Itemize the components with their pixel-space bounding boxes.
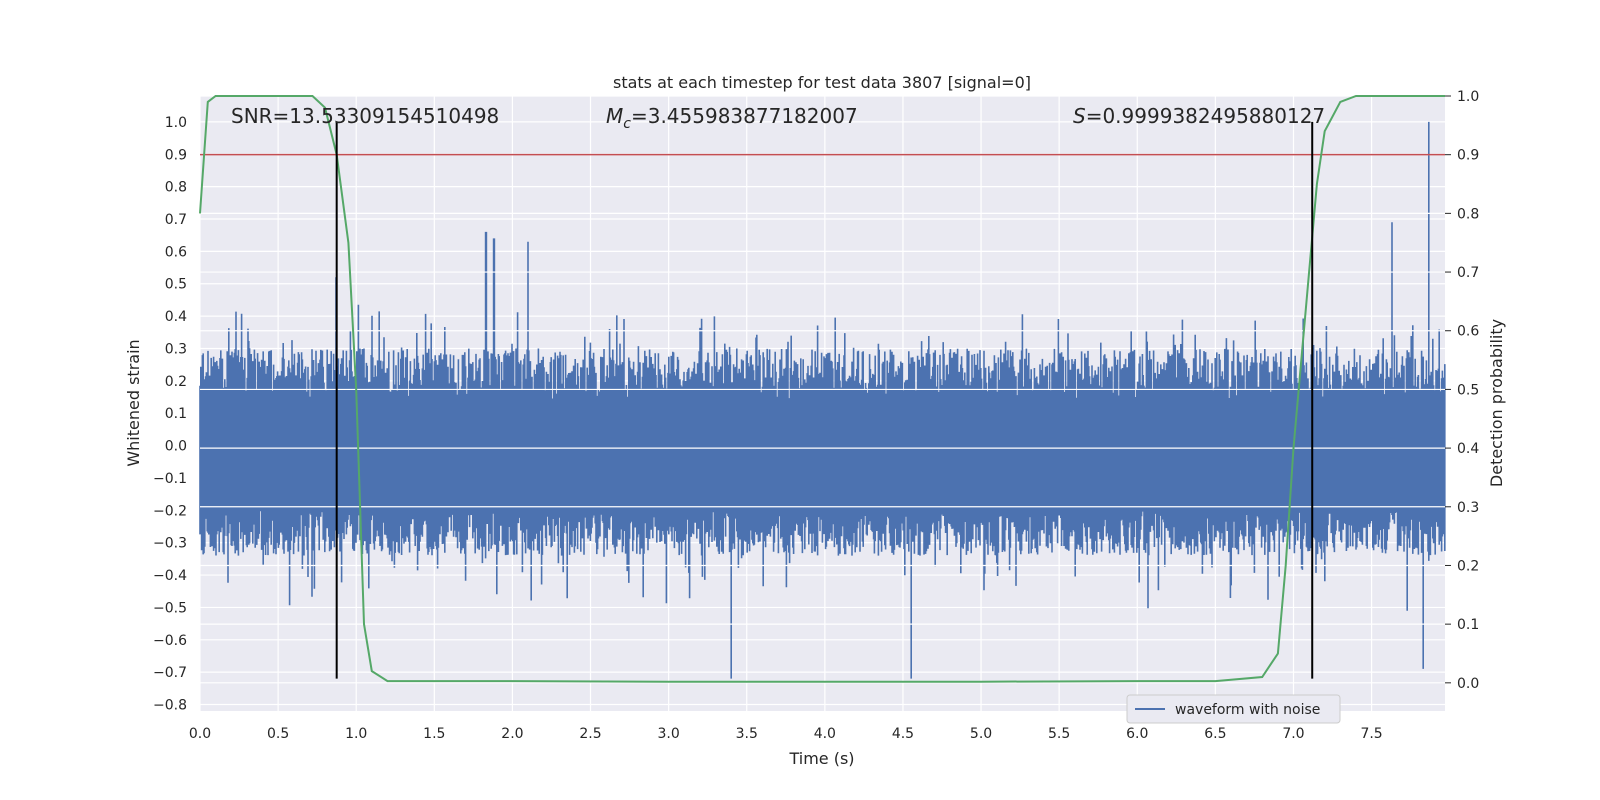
x-tick-label: 2.0	[501, 726, 523, 742]
y2-tick-label: 0.1	[1457, 617, 1479, 633]
secondary-grid	[200, 95, 1445, 684]
y2-axis-ticks: 1.0 0.9 0.8 0.7 0.6 0.5 0.4 0.3 0.2 0.1 0.0	[1445, 89, 1479, 692]
x-tick-label: 0.0	[189, 726, 211, 742]
x-tick-label: 3.5	[736, 726, 758, 742]
chirp-mass-annotation: Mc=3.455983877182007	[606, 104, 858, 132]
y2-tick-label: 0.7	[1457, 265, 1479, 281]
y-axis-ticks: 1.0 0.9 0.8 0.7 0.6 0.5 0.4 0.3 0.2 0.1 0.0 −0.1 −0.…	[153, 115, 187, 714]
x-tick-label: 5.5	[1048, 726, 1070, 742]
y2-tick-label: 0.8	[1457, 206, 1479, 222]
detection-vlines	[335, 121, 1314, 679]
y2-tick-label: 0.4	[1457, 441, 1479, 457]
x-tick-label: 6.5	[1204, 726, 1226, 742]
legend-box	[1126, 694, 1341, 724]
y2-tick-label: 0.5	[1457, 382, 1479, 398]
chart-title: stats at each timestep for test data 380…	[613, 73, 1031, 92]
score-value: =0.9999382495880127	[1086, 104, 1325, 128]
snr-annotation: SNR=13.53309154510498	[231, 104, 499, 128]
y-tick-label: −0.2	[153, 503, 187, 519]
y2-tick-label: 0.0	[1457, 676, 1479, 692]
x-tick-label: 4.0	[814, 726, 836, 742]
y-tick-label: 0.3	[165, 341, 187, 357]
y-tick-label: 0.7	[165, 212, 187, 228]
x-tick-label: 7.5	[1360, 726, 1382, 742]
x-tick-label: 6.0	[1126, 726, 1148, 742]
x-tick-label: 0.5	[267, 726, 289, 742]
legend-label: waveform with noise	[1175, 702, 1320, 718]
y-tick-label: −0.8	[153, 698, 187, 714]
plot-area	[199, 95, 1446, 684]
x-axis-ticks: 0.0 0.5 1.0 1.5 2.0 2.5 3.0 3.5 4.0 4.5 5.0 5.5 6.0 6…	[189, 726, 1383, 742]
y-tick-label: −0.4	[153, 568, 187, 584]
y-tick-label: 0.0	[165, 439, 187, 455]
legend: waveform with noise	[1126, 694, 1341, 724]
score-annotation: S=0.9999382495880127	[1073, 104, 1325, 128]
y2-tick-label: 0.9	[1457, 148, 1479, 164]
x-tick-label: 4.5	[892, 726, 914, 742]
y2-tick-label: 0.2	[1457, 558, 1479, 574]
chirp-mass-subscript: c	[623, 116, 631, 132]
y-tick-label: 1.0	[165, 115, 187, 131]
chirp-mass-value: =3.455983877182007	[631, 104, 858, 128]
y-tick-label: 0.8	[165, 180, 187, 196]
x-tick-label: 3.0	[657, 726, 679, 742]
detection-probability-series	[199, 95, 1445, 683]
y-tick-label: −0.3	[153, 536, 187, 552]
y2-axis-label: Detection probability	[1487, 319, 1506, 487]
x-tick-label: 7.0	[1282, 726, 1304, 742]
score-symbol: S	[1073, 104, 1086, 128]
x-tick-label: 5.0	[970, 726, 992, 742]
y-tick-label: 0.1	[165, 406, 187, 422]
y-tick-label: −0.1	[153, 471, 187, 487]
y-tick-label: 0.2	[165, 374, 187, 390]
chirp-mass-symbol: M	[606, 104, 623, 128]
y-tick-label: 0.4	[165, 309, 187, 325]
x-tick-label: 1.5	[423, 726, 445, 742]
y-axis-label: Whitened strain	[124, 339, 143, 466]
x-tick-label: 1.0	[345, 726, 367, 742]
y-tick-label: −0.6	[153, 633, 187, 649]
y-tick-label: 0.9	[165, 147, 187, 163]
y-tick-label: 0.6	[165, 244, 187, 260]
y-tick-label: 0.5	[165, 277, 187, 293]
y2-tick-label: 0.3	[1457, 500, 1479, 516]
y-tick-label: −0.5	[153, 600, 187, 616]
x-axis-label: Time (s)	[788, 749, 854, 768]
x-tick-label: 2.5	[579, 726, 601, 742]
y-tick-label: −0.7	[153, 665, 187, 681]
y2-tick-label: 0.6	[1457, 324, 1479, 340]
y2-tick-label: 1.0	[1457, 89, 1479, 105]
